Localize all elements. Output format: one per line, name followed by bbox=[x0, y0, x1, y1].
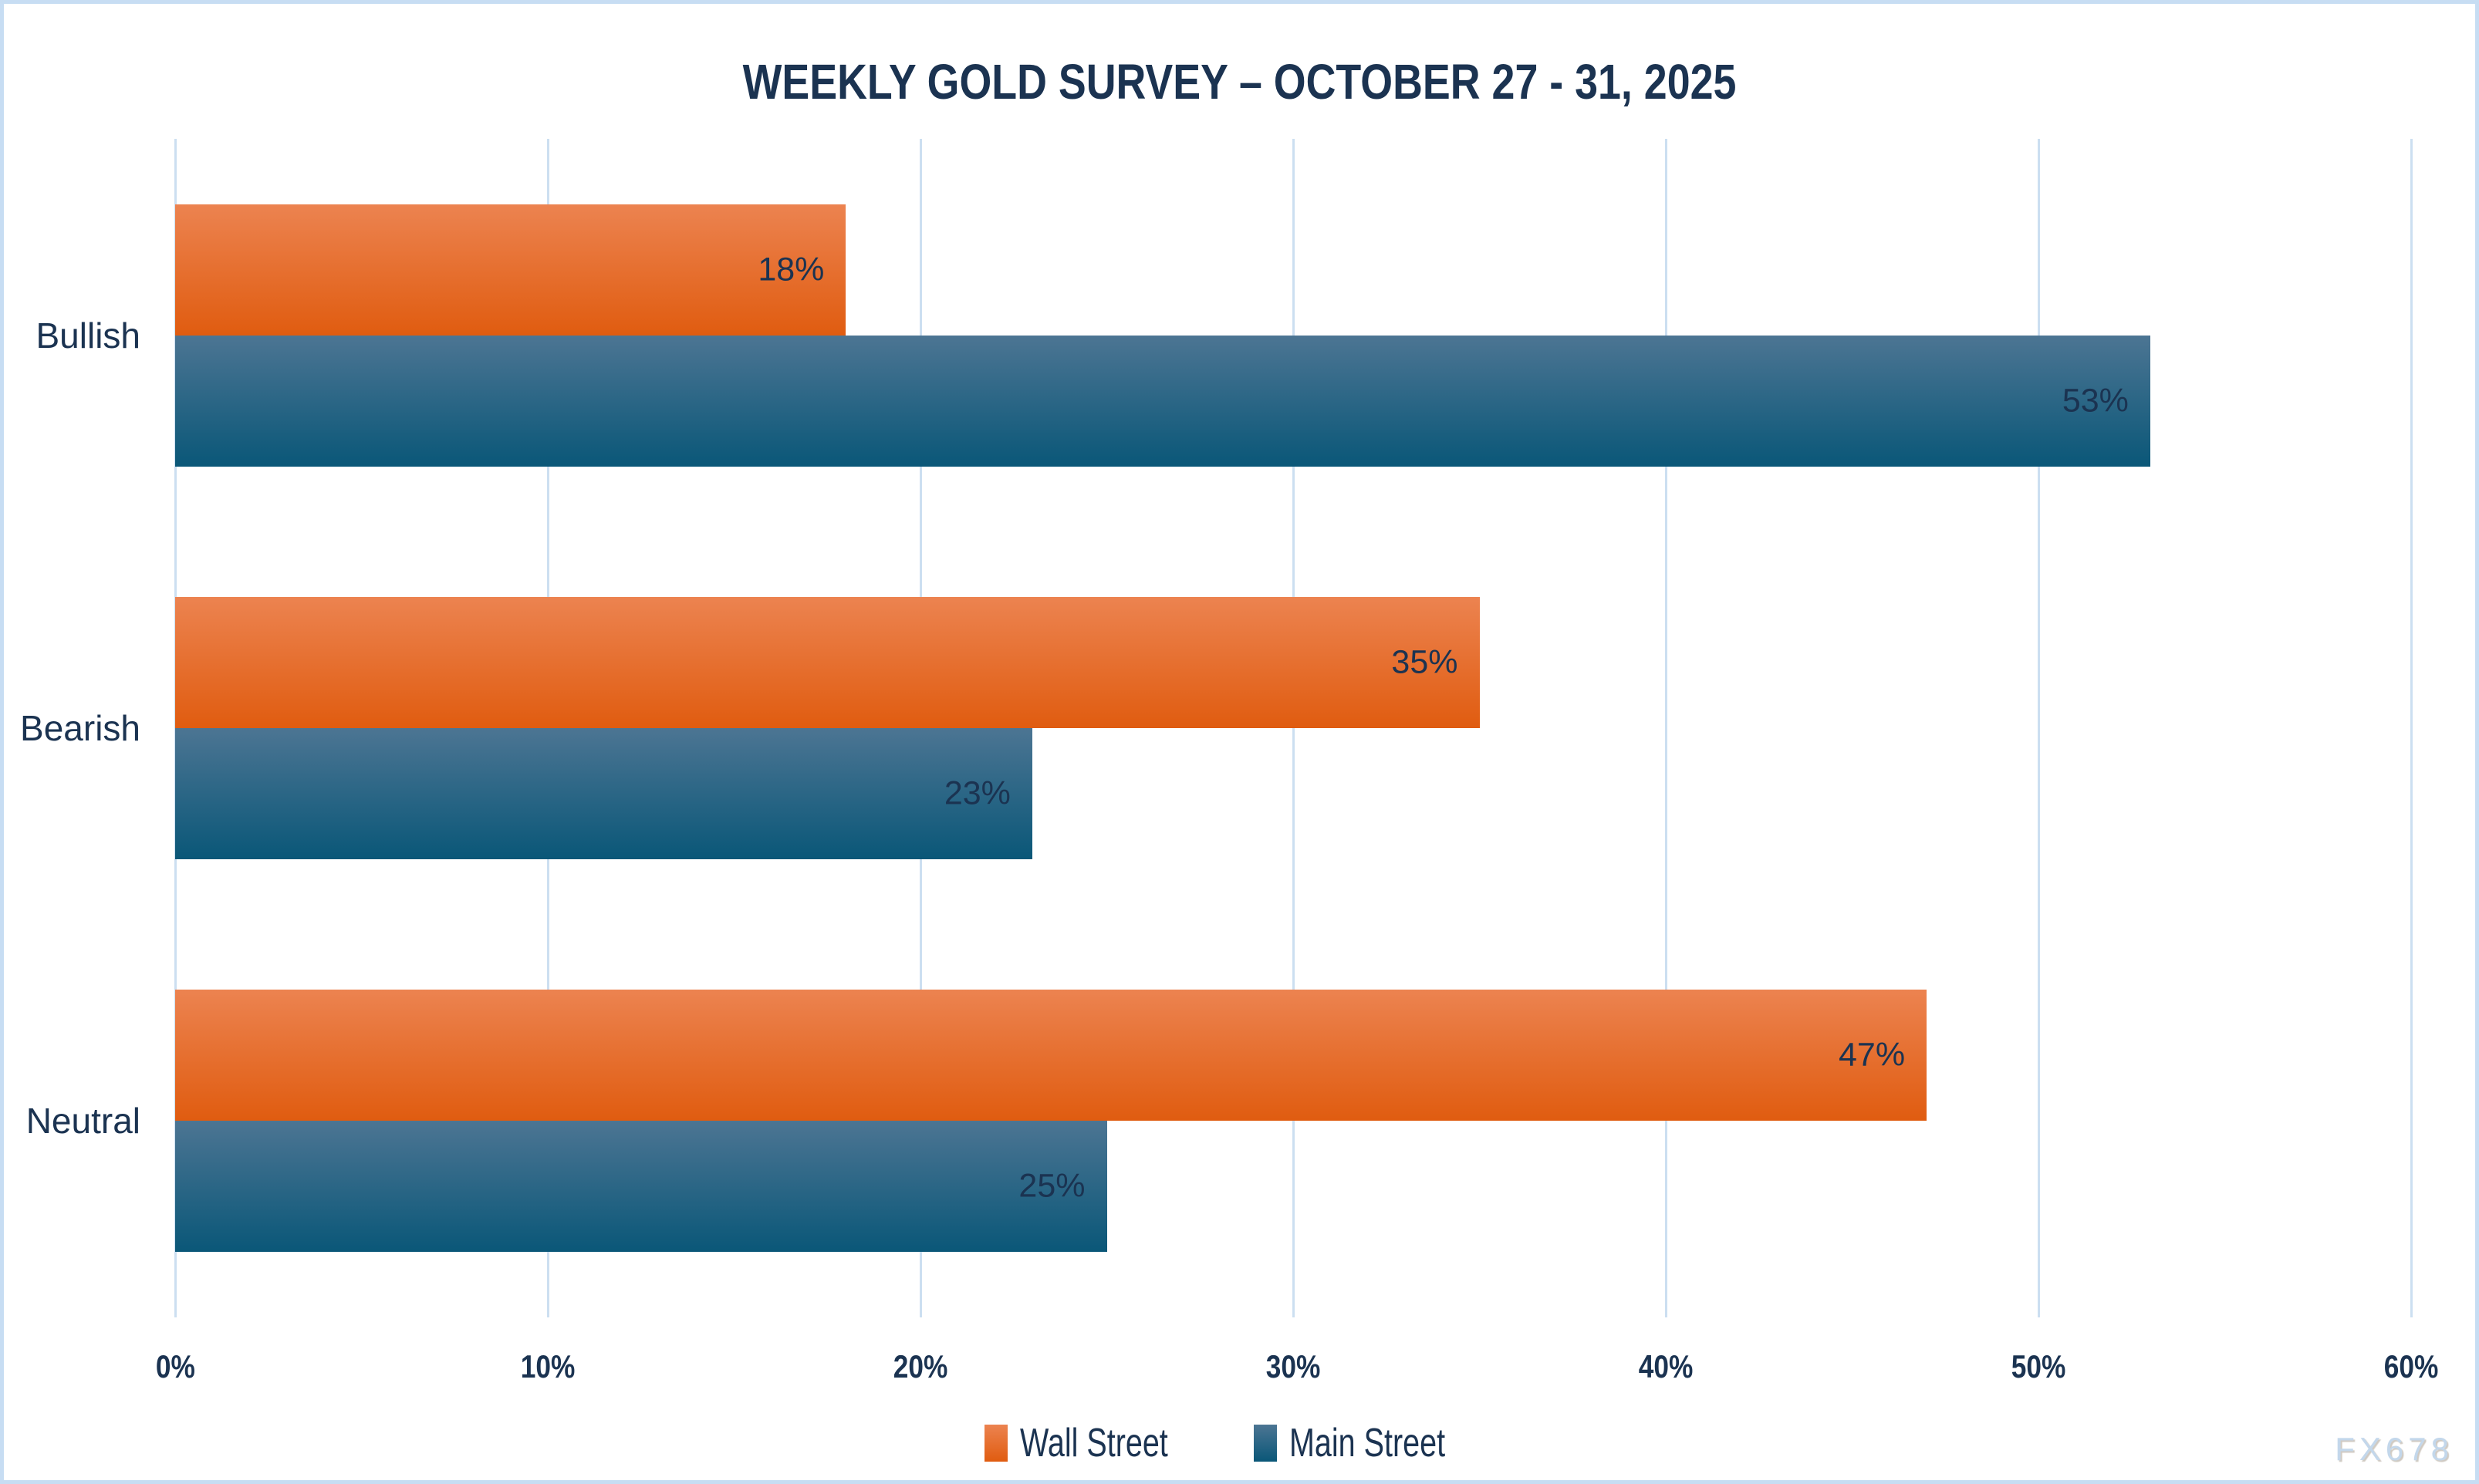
bar-wall-street-bullish: 18% bbox=[175, 204, 846, 336]
category-label: Neutral bbox=[25, 1101, 140, 1142]
legend-swatch-wall-street bbox=[985, 1425, 1008, 1462]
bar-wall-street-bearish: 35% bbox=[175, 597, 1480, 728]
legend-item-wall-street: Wall Street bbox=[985, 1420, 1214, 1466]
legend-swatch-main-street bbox=[1253, 1425, 1277, 1462]
gridline bbox=[1664, 139, 1667, 1317]
legend-label: Main Street bbox=[1289, 1420, 1494, 1466]
chart-title-text: WEEKLY GOLD SURVEY – OCTOBER 27 - 31, 20… bbox=[742, 54, 1737, 110]
category-label: Bearish bbox=[20, 708, 140, 748]
legend-item-main-street: Main Street bbox=[1253, 1420, 1494, 1466]
x-axis-tick-label-text: 60% bbox=[2383, 1348, 2439, 1385]
x-axis-tick-label-text: 10% bbox=[520, 1348, 576, 1385]
bar-value-label: 25% bbox=[1018, 1167, 1086, 1205]
legend-label-text: Main Street bbox=[1288, 1421, 1445, 1465]
x-axis-tick-label-text: 0% bbox=[155, 1348, 195, 1385]
bar-value-label: 23% bbox=[944, 774, 1011, 812]
chart-title: WEEKLY GOLD SURVEY – OCTOBER 27 - 31, 20… bbox=[4, 54, 2475, 110]
watermark: FX678 bbox=[2335, 1431, 2454, 1467]
x-axis-tick-label-text: 20% bbox=[893, 1348, 948, 1385]
legend-label-text: Wall Street bbox=[1020, 1421, 1169, 1465]
bar-value-label: 18% bbox=[758, 251, 825, 288]
legend: Wall Street Main Street bbox=[4, 1420, 2475, 1466]
gridline bbox=[1292, 139, 1295, 1317]
gridline bbox=[2037, 139, 2040, 1317]
x-axis-tick-label: 60% bbox=[2319, 1348, 2475, 1385]
chart-title-container: WEEKLY GOLD SURVEY – OCTOBER 27 - 31, 20… bbox=[4, 54, 2475, 110]
bar-value-label: 35% bbox=[1391, 643, 1458, 681]
bar-value-label: 47% bbox=[1839, 1036, 1906, 1074]
bar-value-label: 53% bbox=[2062, 382, 2129, 420]
x-axis-tick-label: 40% bbox=[1573, 1348, 1758, 1385]
bar-main-street-neutral: 25% bbox=[175, 1121, 1107, 1253]
bar-main-street-bullish: 53% bbox=[175, 335, 2150, 467]
x-axis-tick-label: 0% bbox=[83, 1348, 268, 1385]
x-axis-tick-label: 30% bbox=[1201, 1348, 1386, 1385]
bar-main-street-bearish: 23% bbox=[175, 728, 1032, 859]
x-axis-tick-label: 10% bbox=[455, 1348, 640, 1385]
x-axis-tick-label-text: 40% bbox=[1638, 1348, 1694, 1385]
plot-area: 0% 10% 20% 30% 40% 50% 60% Bullish 18% 53% Bearish… bbox=[4, 4, 2475, 1480]
gridline bbox=[2410, 139, 2413, 1317]
bar-wall-street-neutral: 47% bbox=[175, 990, 1927, 1121]
x-axis-tick-label: 50% bbox=[1946, 1348, 2131, 1385]
category-label: Bullish bbox=[35, 315, 140, 356]
x-axis-tick-label-text: 50% bbox=[2011, 1348, 2066, 1385]
x-axis-tick-label: 20% bbox=[828, 1348, 1013, 1385]
x-axis-tick-label-text: 30% bbox=[1265, 1348, 1321, 1385]
legend-label: Wall Street bbox=[1020, 1420, 1214, 1466]
